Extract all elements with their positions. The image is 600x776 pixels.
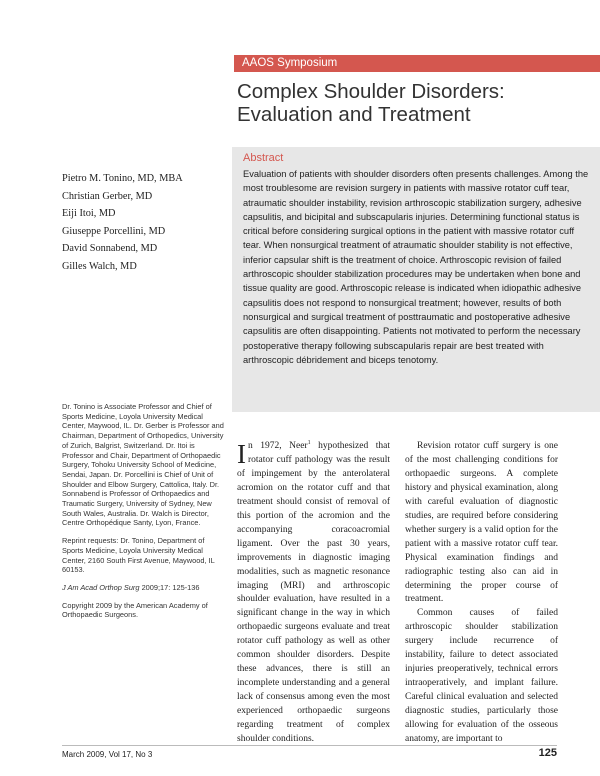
column: Revision rotator cuff surgery is one of … <box>405 440 558 747</box>
abstract-box <box>232 147 600 412</box>
citation: J Am Acad Orthop Surg 2009;17: 125-136 <box>62 583 226 593</box>
abstract-heading: Abstract <box>243 152 284 164</box>
journal: J Am Acad Orthop Surg <box>62 582 140 592</box>
title: Complex Shoulder Disorders: Evaluation a… <box>237 80 505 126</box>
page-number: 125 <box>538 747 557 759</box>
sidebar: Dr. Tonino is Associate Professor and Ch… <box>62 402 226 628</box>
abstract-text: Evaluation of patients with shoulder dis… <box>243 169 589 365</box>
copyright: Copyright 2009 by the American Academy o… <box>62 600 208 620</box>
text: n 1972, Neer <box>248 441 308 451</box>
reprint: Reprint requests: Dr. Tonino, Department… <box>62 536 215 575</box>
text: hypothesized that rotator cuff pathology… <box>237 441 390 745</box>
affiliations: Dr. Tonino is Associate Professor and Ch… <box>62 402 224 528</box>
drop-cap: I <box>237 439 246 469</box>
author: Giuseppe Porcellini, MD <box>62 225 166 237</box>
author: Christian Gerber, MD <box>62 190 153 202</box>
banner: AAOS Symposium <box>234 55 600 72</box>
author: Pietro M. Tonino, MD, MBA <box>62 173 183 184</box>
authors: Pietro M. Tonino, MD, MBA Christian Gerbe… <box>62 170 183 276</box>
paragraph: Revision rotator cuff surgery is one of … <box>405 441 558 605</box>
footer-rule <box>62 745 557 746</box>
title-line: Complex Shoulder Disorders: <box>237 80 505 103</box>
author: Eiji Itoi, MD <box>62 208 116 220</box>
citation-detail: 2009;17: 125-136 <box>141 582 200 592</box>
author: Gilles Walch, MD <box>62 260 137 272</box>
reference: 1 <box>307 439 311 446</box>
author: David Sonnabend, MD <box>62 243 158 255</box>
title-line: Evaluation and Treatment <box>237 103 471 126</box>
issue: March 2009, Vol 17, No 3 <box>62 750 153 759</box>
paragraph: Common causes of failed arthroscopic sho… <box>405 608 558 745</box>
